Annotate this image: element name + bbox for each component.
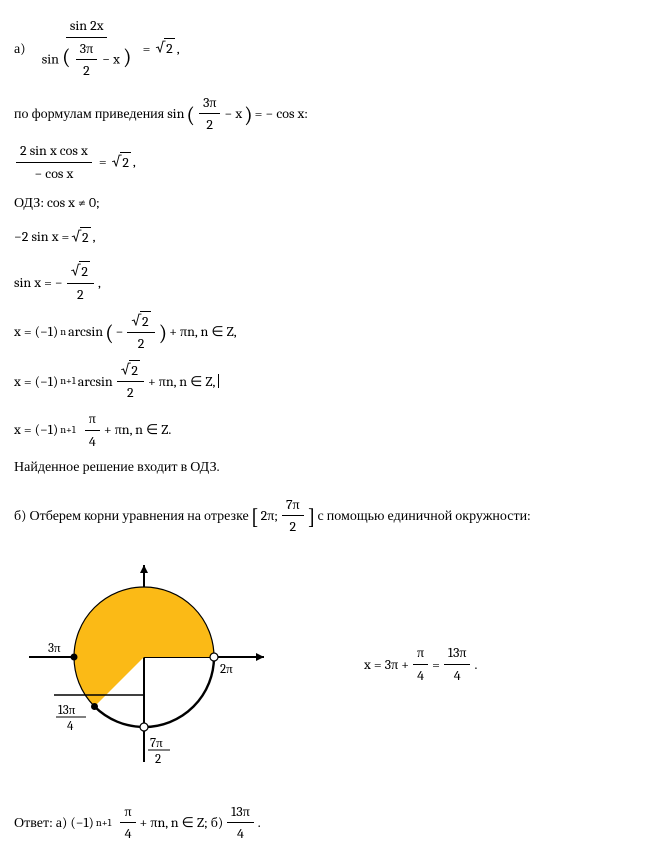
fraction: sin 2x sin ( 3π 2 − x ) [38,16,136,81]
answer-line: Ответ: а) (−1)n+1 π 4 + πn, n ∈ Z; б) 13… [14,802,634,844]
step2: sin x = − 2 2 , [14,261,634,304]
step1: −2 sin x = 2 , [14,227,634,248]
step4: x = (−1)n+1 arcsin 2 2 + πn, n ∈ Z, [14,360,634,403]
part-b-result: x = 3π + π 4 = 13π 4 . [364,643,477,685]
odz: ОДЗ: cos x ≠ 0; [14,193,634,213]
sqrt: 2 [155,38,174,59]
label-7pi2-num: 7π [150,736,163,751]
step5: x = (−1)n+1 π 4 + πn, n ∈ Z. [14,409,634,451]
unit-circle-diagram: 3π 2π 13π 4 7π 2 [14,557,274,772]
part-b-text: б) Отберем корни уравнения на отрезке [ … [14,495,634,537]
denominator: sin ( 3π 2 − x ) [38,38,136,81]
numerator: sin 2x [66,16,108,38]
label-3pi: 3π [48,641,61,656]
reduction-formula: по формулам приведения sin ( 3π 2 − x ) … [14,93,634,135]
label-13pi4-num: 13π [58,703,76,718]
odz-note: Найденное решение входит в ОДЗ. [14,457,634,477]
figure-row: 3π 2π 13π 4 7π 2 x = 3π + π 4 = 13π 4 . [14,557,634,772]
part-a-eq1: а) sin 2x sin ( 3π 2 − x ) = 2 , [14,16,634,81]
label-2pi: 2π [220,662,233,677]
part-a-label: а) [14,39,26,59]
label-7pi2-den: 2 [155,752,161,767]
label-13pi4-den: 4 [67,719,74,734]
text-cursor [218,374,219,388]
eq2: 2 sin x cos x − cos x = 2 , [14,141,634,183]
step3: x = (−1)n arcsin ( − 2 2 ) + πn, n ∈ Z, [14,311,634,354]
